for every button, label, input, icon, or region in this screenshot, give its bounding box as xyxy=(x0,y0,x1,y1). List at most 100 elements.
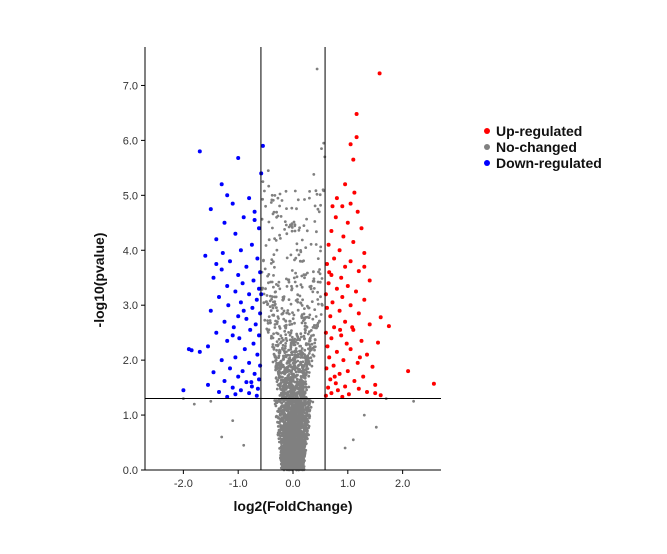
data-point xyxy=(354,135,359,140)
data-point xyxy=(269,336,273,340)
data-point xyxy=(303,348,307,352)
data-point xyxy=(273,295,277,299)
data-point xyxy=(206,344,210,349)
data-point xyxy=(293,364,297,367)
data-point xyxy=(289,302,293,306)
data-point xyxy=(348,201,353,206)
data-point xyxy=(292,438,296,441)
data-point xyxy=(277,337,281,341)
data-point xyxy=(272,346,276,350)
data-point xyxy=(242,443,246,447)
data-point xyxy=(328,377,333,382)
data-point xyxy=(326,385,331,390)
data-point xyxy=(316,298,320,301)
data-point xyxy=(293,189,297,193)
data-point xyxy=(189,348,194,353)
data-point xyxy=(303,399,307,403)
data-point xyxy=(285,393,289,397)
data-point xyxy=(233,392,238,397)
data-point xyxy=(294,398,298,402)
data-point xyxy=(242,347,247,352)
data-point xyxy=(332,325,337,330)
data-point xyxy=(289,223,292,227)
data-point xyxy=(283,408,287,412)
data-point xyxy=(362,251,367,255)
data-point xyxy=(197,349,202,354)
data-point xyxy=(311,290,315,294)
data-point xyxy=(293,411,297,415)
data-point xyxy=(233,231,238,236)
data-point xyxy=(266,169,270,173)
data-point xyxy=(311,279,315,283)
data-point xyxy=(310,364,314,368)
data-point xyxy=(343,446,347,450)
data-point xyxy=(345,369,350,374)
data-point xyxy=(305,366,308,370)
data-point xyxy=(281,343,285,347)
data-point xyxy=(289,348,293,351)
data-point xyxy=(339,275,344,280)
data-point xyxy=(260,143,265,148)
data-point xyxy=(300,304,304,307)
data-point xyxy=(296,352,300,356)
data-point xyxy=(319,313,323,316)
data-point xyxy=(281,388,285,391)
data-point xyxy=(252,218,257,222)
data-point xyxy=(268,319,272,322)
data-point xyxy=(284,344,287,348)
data-point xyxy=(231,419,235,422)
data-point xyxy=(258,363,263,368)
data-point xyxy=(306,437,309,441)
data-point xyxy=(323,393,328,398)
data-point xyxy=(367,278,372,283)
data-point xyxy=(277,354,281,358)
data-point xyxy=(249,242,254,247)
data-point xyxy=(289,331,293,335)
data-point xyxy=(288,356,292,360)
data-point xyxy=(412,399,415,403)
data-point xyxy=(316,280,320,284)
data-point xyxy=(284,446,287,450)
data-point xyxy=(293,321,296,325)
data-point xyxy=(285,418,289,422)
data-point xyxy=(278,325,281,328)
data-point xyxy=(301,402,304,405)
data-point xyxy=(300,316,304,320)
data-point xyxy=(303,437,307,441)
data-point xyxy=(255,352,260,357)
data-point xyxy=(300,274,304,278)
data-point xyxy=(254,393,259,398)
data-point xyxy=(255,256,260,261)
data-point xyxy=(320,277,324,280)
data-point xyxy=(309,329,313,332)
data-point xyxy=(288,407,291,411)
data-point xyxy=(325,305,329,310)
data-point xyxy=(280,340,283,343)
data-point xyxy=(276,343,280,347)
data-point xyxy=(298,368,302,371)
data-point xyxy=(307,374,311,378)
data-point xyxy=(308,363,312,366)
data-point xyxy=(282,338,285,342)
data-point xyxy=(313,204,317,208)
data-point xyxy=(302,435,306,438)
data-point xyxy=(278,204,281,208)
data-point xyxy=(303,459,306,462)
data-point xyxy=(282,431,286,435)
data-point xyxy=(274,368,277,372)
data-point xyxy=(292,417,296,421)
data-point xyxy=(334,196,339,201)
data-point xyxy=(274,358,278,362)
data-point xyxy=(292,447,296,450)
data-point xyxy=(289,437,293,441)
data-point xyxy=(303,417,307,420)
data-point xyxy=(305,343,308,347)
data-point xyxy=(300,260,304,263)
data-point xyxy=(356,386,361,391)
data-point xyxy=(282,309,286,313)
data-point xyxy=(284,466,288,469)
data-point xyxy=(317,302,320,306)
data-point xyxy=(294,271,297,275)
data-point xyxy=(263,318,267,322)
data-point xyxy=(343,319,348,324)
